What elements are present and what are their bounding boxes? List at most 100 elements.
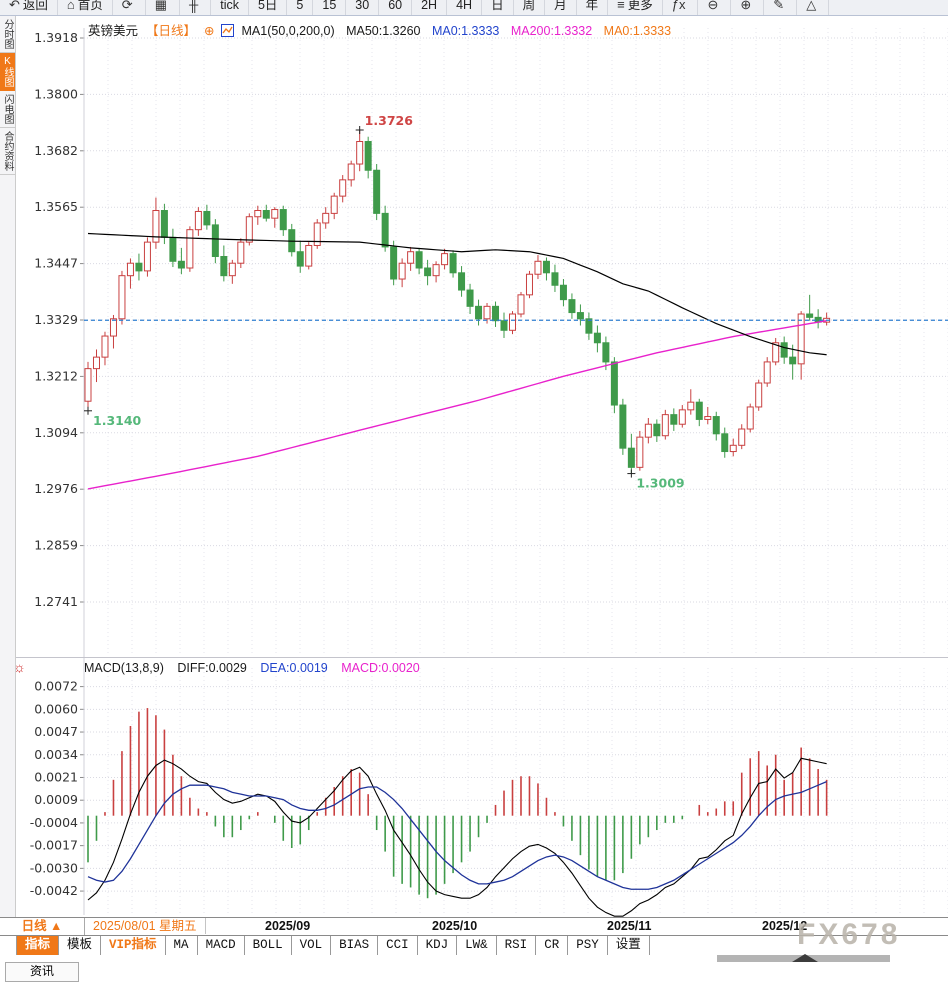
toolbar-home-icon[interactable]: ⌂ 首页 xyxy=(58,0,113,15)
indicator-tab[interactable]: 设置 xyxy=(608,936,650,955)
tab-news[interactable]: 资讯 xyxy=(5,962,79,982)
time-axis-bar: 日线 ▲ 2025/08/01 星期五 2025/09 2025/10 2025/1… xyxy=(0,917,948,936)
svg-text:1.2859: 1.2859 xyxy=(34,538,78,553)
indicator-tab[interactable]: VIP指标 xyxy=(101,936,166,955)
indicator-tab[interactable]: BIAS xyxy=(331,936,379,955)
period-selector[interactable]: 日线 ▲ xyxy=(0,918,85,935)
toolbar-60min-button[interactable]: 60 xyxy=(379,0,413,15)
toolbar-candlestick-icon[interactable]: ╫ xyxy=(180,0,212,15)
toolbar-label: 日 xyxy=(491,0,504,12)
toolbar-2h-button[interactable]: 2H xyxy=(412,0,448,15)
toolbar-draw-icon[interactable]: ✎ xyxy=(764,0,798,15)
toolbar-tick-button[interactable]: tick xyxy=(211,0,249,15)
indicator-tab[interactable]: MACD xyxy=(198,936,245,955)
zoom-in-icon: ⊕ xyxy=(740,0,752,12)
svg-text:1.3447: 1.3447 xyxy=(34,256,78,271)
macd-params: MACD(13,8,9) xyxy=(84,661,164,675)
refresh-icon: ⟳ xyxy=(121,0,133,12)
month-label: 2025/11 xyxy=(607,919,652,933)
toolbar-30min-button[interactable]: 30 xyxy=(346,0,380,15)
formula-icon: ƒx xyxy=(671,0,686,12)
indicator-tab[interactable]: 指标 xyxy=(17,936,60,955)
svg-text:-0.0030: -0.0030 xyxy=(30,860,78,875)
toolbar-15min-button[interactable]: 15 xyxy=(313,0,347,15)
indicator-tab[interactable]: BOLL xyxy=(245,936,292,955)
toolbar-back-icon[interactable]: ↶ 返回 xyxy=(0,0,58,15)
macd-legend: MACD(13,8,9) DIFF:0.0029 DEA:0.0019 MACD… xyxy=(84,661,430,675)
indicator-tab[interactable]: 模板 xyxy=(59,936,102,955)
toolbar-more-icon[interactable]: ≡ 更多 xyxy=(608,0,663,15)
svg-text:1.3329: 1.3329 xyxy=(34,312,78,327)
toolbar-label: 15 xyxy=(322,0,337,12)
month-label: 2025/12 xyxy=(762,919,808,933)
extreme-annotation: 1.3726 xyxy=(365,113,414,128)
toolbar-label: 返回 xyxy=(22,0,48,12)
month-label: 2025/10 xyxy=(432,919,478,933)
toolbar-refresh-icon[interactable]: ⟳ xyxy=(113,0,146,15)
extreme-annotation: 1.3140 xyxy=(93,413,142,428)
indicator-tab[interactable]: KDJ xyxy=(418,936,458,955)
expand-icon[interactable]: ⊕ xyxy=(204,24,215,38)
toolbar-weekly-button[interactable]: 周 xyxy=(514,0,546,15)
svg-text:0.0021: 0.0021 xyxy=(34,769,78,784)
sidebar-item-inactive[interactable]: 合约资料 xyxy=(0,128,15,175)
indicator-settings-icon[interactable]: ☼ xyxy=(13,659,26,675)
draw-icon: ✎ xyxy=(773,0,785,12)
indicator-tab[interactable]: LW& xyxy=(457,936,497,955)
ma0-blue-value: MA0:1.3333 xyxy=(431,24,500,38)
svg-text:1.3094: 1.3094 xyxy=(34,425,78,440)
indicator-tab[interactable]: CCI xyxy=(378,936,418,955)
zoom-out-icon: ⊖ xyxy=(707,0,719,12)
toolbar-bar-chart-icon[interactable]: ▦ xyxy=(146,0,180,15)
bottom-strip: 资讯 xyxy=(0,954,948,982)
svg-text:1.3212: 1.3212 xyxy=(34,368,78,383)
toolbar-label: 5 xyxy=(296,0,304,12)
indicator-tab[interactable]: CR xyxy=(536,936,569,955)
svg-text:0.0047: 0.0047 xyxy=(34,724,78,739)
main-chart-legend: 英镑美元 【日线】 ⊕ MA1(50,0,200,0) MA50:1.3260 MA0… xyxy=(88,20,679,40)
sidebar-item-active[interactable]: K线图 xyxy=(0,53,15,91)
toolbar-5day-button[interactable]: 5日 xyxy=(249,0,288,15)
toolbar-4h-button[interactable]: 4H xyxy=(447,0,483,15)
toolbar-label: 月 xyxy=(554,0,567,12)
toolbar-yearly-button[interactable]: 年 xyxy=(577,0,609,15)
toolbar-label: 5日 xyxy=(257,0,278,12)
indicator-chart-icon[interactable] xyxy=(220,24,234,40)
toolbar-shapes-icon[interactable]: △ xyxy=(797,0,830,15)
svg-text:-0.0017: -0.0017 xyxy=(30,838,78,853)
top-toolbar: ↶ 返回 ⌂ 首页 ⟳ ▦ ╫ tick 5日 5 15 30 60 2H 4H 日周月年 ≡ 更多 ƒx ⊖ ⊕ ✎ △ xyxy=(0,0,948,16)
indicator-tab[interactable]: PSY xyxy=(568,936,608,955)
indicator-tab[interactable]: RSI xyxy=(497,936,537,955)
toolbar-zoom-in-icon[interactable]: ⊕ xyxy=(731,0,765,15)
panel-collapse-handle[interactable] xyxy=(792,954,818,962)
more-icon: ≡ xyxy=(617,0,625,12)
toolbar-label: 30 xyxy=(355,0,370,12)
bar-chart-icon: ▦ xyxy=(154,0,167,12)
candlestick-icon: ╫ xyxy=(189,0,199,12)
svg-text:1.2741: 1.2741 xyxy=(34,594,78,609)
first-candle-date[interactable]: 2025/08/01 星期五 xyxy=(85,918,206,934)
toolbar-5min-button[interactable]: 5 xyxy=(287,0,314,15)
chart-plot-area[interactable]: 1.3918 1.3800 1.3682 1.3565 1.3447 1.3329 1.32… xyxy=(0,15,948,917)
sidebar-item-inactive[interactable]: 分时图 xyxy=(0,16,15,53)
tabbar-spacer xyxy=(0,936,17,955)
period-label: 【日线】 xyxy=(146,24,197,38)
toolbar-monthly-button[interactable]: 月 xyxy=(545,0,577,15)
sidebar-item-inactive[interactable]: 闪电图 xyxy=(0,91,15,128)
toolbar-daily-button[interactable]: 日 xyxy=(482,0,514,15)
toolbar-label: 周 xyxy=(522,0,536,12)
toolbar-formula-icon[interactable]: ƒx xyxy=(663,0,699,15)
indicator-tab[interactable]: VOL xyxy=(292,936,332,955)
toolbar-label: 更多 xyxy=(627,0,653,12)
svg-text:1.3682: 1.3682 xyxy=(34,143,78,158)
back-icon: ↶ xyxy=(9,0,20,12)
svg-text:1.2976: 1.2976 xyxy=(34,481,78,496)
toolbar-label: 年 xyxy=(585,0,599,12)
svg-text:0.0034: 0.0034 xyxy=(34,747,78,762)
toolbar-zoom-out-icon[interactable]: ⊖ xyxy=(698,0,732,15)
macd-value: MACD:0.0020 xyxy=(341,661,420,675)
svg-text:-0.0042: -0.0042 xyxy=(30,883,78,898)
toolbar-label: tick xyxy=(220,0,239,12)
ma-params: MA1(50,0,200,0) xyxy=(241,24,335,38)
indicator-tab[interactable]: MA xyxy=(166,936,198,955)
